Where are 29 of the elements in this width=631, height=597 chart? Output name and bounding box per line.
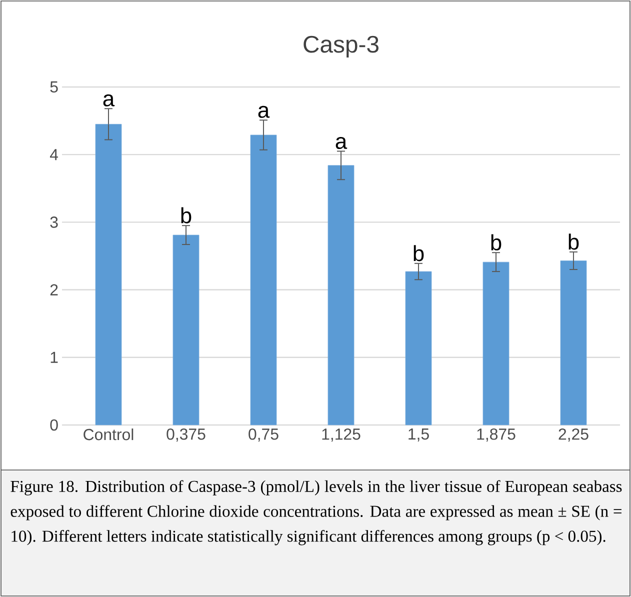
x-tick-label: 1,875 bbox=[477, 428, 516, 442]
y-tick-label: 3 bbox=[50, 216, 58, 228]
caption: Figure 18. Distribution of Caspase-3 (pmol/L) levels in the liver tissue of European seabass exposed to different Chlorine dioxide concentrations. Data are expressed as mean ± SE (n = 10). Different letters indicate statistically significant differences among groups (p < 0.05). bbox=[10, 480, 622, 546]
y-tick-label: 0 bbox=[50, 419, 58, 431]
x-tick-label: 2,25 bbox=[558, 428, 588, 442]
x-tick-label: 1,5 bbox=[408, 428, 429, 442]
bar bbox=[560, 260, 587, 426]
annotation: b bbox=[414, 245, 424, 262]
annotation: a bbox=[336, 136, 348, 150]
x-tick-label: 0,75 bbox=[248, 428, 278, 442]
bar bbox=[95, 124, 122, 426]
y-tick-label: 1 bbox=[50, 352, 58, 363]
y-tick-label: 4 bbox=[50, 149, 58, 160]
chart-title: Casp-3 bbox=[304, 36, 378, 58]
x-tick-label: 0,375 bbox=[166, 428, 206, 442]
annotation: a bbox=[258, 106, 270, 118]
x-tick-label: 1,125 bbox=[322, 428, 360, 442]
y-tick-label: 2 bbox=[50, 284, 58, 296]
bar bbox=[250, 134, 277, 426]
annotation: b bbox=[568, 234, 579, 250]
y-tick-label: 5 bbox=[50, 81, 58, 93]
bar bbox=[405, 271, 432, 426]
annotation: a bbox=[103, 94, 115, 106]
bar bbox=[172, 234, 200, 426]
x-tick-label: Control bbox=[84, 428, 134, 440]
bar bbox=[482, 262, 510, 426]
annotation: b bbox=[491, 234, 502, 250]
annotation: b bbox=[181, 207, 192, 224]
bar bbox=[328, 165, 354, 426]
